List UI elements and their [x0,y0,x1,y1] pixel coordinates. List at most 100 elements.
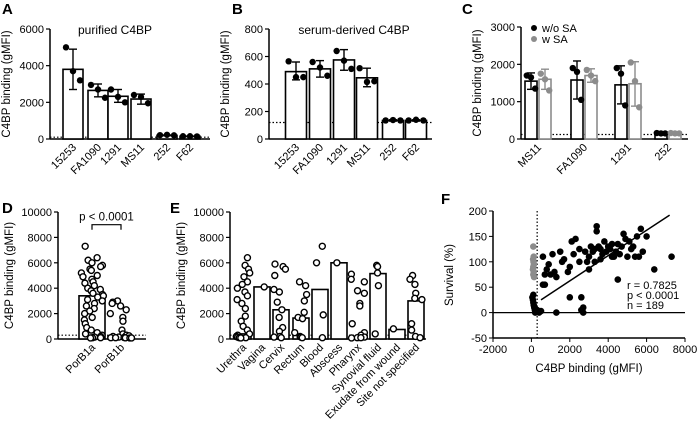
data-point [405,117,412,124]
regression-line [540,214,671,301]
x-tick-label: 252 [152,142,173,163]
data-point [418,295,426,304]
x-tick-label: 252 [378,142,399,163]
data-point [111,334,120,342]
x-axis-label: C4BP binding (gMFI) [535,363,642,375]
data-point [233,295,241,304]
data-point [88,259,96,267]
data-point [608,253,616,261]
data-point [108,299,116,308]
data-point [301,281,310,290]
data-point [597,245,604,253]
data-point [88,313,96,322]
y-tick-label: 10000 [193,207,224,219]
data-point [281,265,290,273]
data-point [353,287,362,295]
data-point [348,65,355,73]
panel-label-c: C [462,1,473,18]
data-point [676,130,683,137]
data-point [87,81,95,89]
x-tick-label: 1291 [608,142,634,168]
data-point [241,304,250,313]
data-point [624,253,631,261]
data-point [541,271,549,278]
y-tick-label: 0 [218,334,224,346]
x-tick-label: 8000 [673,344,697,356]
y-tick-label: 0 [481,308,487,320]
n-value: n = 189 [627,300,664,312]
data-point [585,253,593,261]
data-point [549,250,556,258]
data-point [96,334,105,342]
data-point [416,334,424,342]
data-point [407,320,416,328]
y-tick-label: 200 [245,107,263,119]
x-tick-label: 2000 [558,344,582,356]
panel-d: 0 2000 4000 6000 8000 10000 C4BP binding (gMFI… [4,207,146,376]
y-tick-label: 4000 [28,283,52,295]
p-value-annotation: p < 0.0001 [79,212,134,224]
data-point [89,289,97,297]
data-point [333,259,341,267]
x-tick-label: PorB1b [93,342,127,376]
data-point [357,334,365,342]
y-tick-label: 200 [469,206,487,218]
bar [253,286,271,340]
data-point [193,133,201,140]
bar [330,261,348,340]
data-point [614,276,622,283]
data-point [635,253,643,261]
y-axis-label: C4BP binding (gMFI) [4,222,16,329]
data-point [614,240,622,248]
data-point [546,87,553,94]
data-point [309,58,316,66]
x-tick-label: FA1090 [555,142,590,177]
y-tick-label: 50 [475,282,487,294]
y-axis-label: C4BP binding (gMFI) [176,222,188,329]
data-point [373,262,382,271]
panel-f: -50 0 50 100 150 200 -2000 0 2000 4000 6000 8000 C4B… [444,206,697,375]
data-point [406,275,414,284]
data-point [650,266,658,273]
data-point [156,131,164,139]
data-point [107,86,115,93]
data-point [116,302,125,310]
data-point [241,312,250,320]
data-point [295,278,304,286]
data-point [374,281,383,290]
data-point [411,280,419,289]
data-point [356,302,364,310]
data-point [537,70,544,77]
data-point [371,330,379,338]
data-point [270,333,278,341]
panel-e: 0 2000 4000 6000 8000 10000 C4BP binding (gMFI… [176,207,426,421]
data-point [593,228,600,235]
y-tick-label: 0 [46,334,52,346]
data-point [87,266,96,275]
data-point [606,245,614,253]
y-tick-label: 2000 [200,309,224,321]
data-point [608,240,616,248]
legend-label: w SA [541,34,568,46]
data-point [101,94,109,101]
y-tick-label: 8000 [28,232,52,244]
data-point [532,85,539,92]
chart-title: serum-derived C4BP [298,23,409,37]
data-point [273,298,281,306]
data-point [566,294,574,301]
data-point [576,245,583,253]
data-point [298,334,306,342]
data-point [556,248,564,255]
data-point [93,271,101,280]
x-tick-label: MS11 [345,142,373,170]
y-tick-label: 100 [469,257,487,269]
data-point [81,330,90,338]
data-point [537,307,545,315]
data-point [319,311,327,319]
data-point [324,72,331,79]
data-point [348,320,356,328]
data-point [579,309,587,316]
y-tick-label: 6000 [20,24,44,36]
